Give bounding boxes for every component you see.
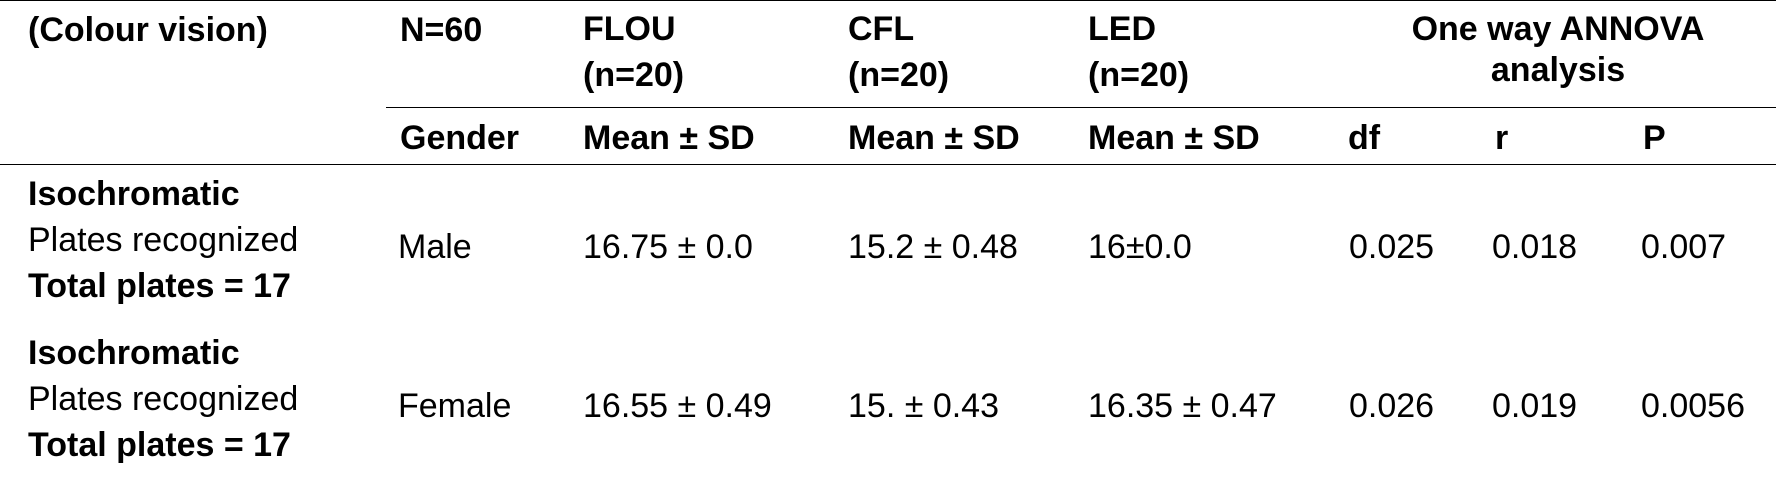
table-cell-df: 0.025 <box>1349 228 1435 266</box>
header-df: df <box>1348 119 1381 157</box>
table-cell-gender: Female <box>398 387 512 425</box>
table-cell-r: 0.018 <box>1492 228 1578 266</box>
header-led-name: LED <box>1088 10 1156 48</box>
row-label-subtitle: Plates recognized <box>28 380 299 418</box>
row-label-total: Total plates = 17 <box>28 426 291 464</box>
row-label-total: Total plates = 17 <box>28 267 291 305</box>
header-flou-mean: Mean ± SD <box>583 119 755 157</box>
table-cell-flou: 16.75 ± 0.0 <box>583 228 753 266</box>
table-cell-p: 0.0056 <box>1641 387 1745 425</box>
row-label-title: Isochromatic <box>28 175 240 213</box>
table-cell-cfl: 15. ± 0.43 <box>848 387 999 425</box>
header-cfl-mean: Mean ± SD <box>848 119 1020 157</box>
header-cfl-n: (n=20) <box>848 56 950 94</box>
header-gender: Gender <box>400 119 520 157</box>
table-cell-df: 0.026 <box>1349 387 1435 425</box>
header-led-n: (n=20) <box>1088 56 1190 94</box>
header-r: r <box>1495 119 1509 157</box>
table-cell-flou: 16.55 ± 0.49 <box>583 387 772 425</box>
header-anova: One way ANNOVA analysis <box>1340 6 1776 88</box>
table-cell-cfl: 15.2 ± 0.48 <box>848 228 1018 266</box>
header-anova-title: One way ANNOVA <box>1411 10 1705 48</box>
header-flou-n: (n=20) <box>583 56 685 94</box>
header-flou-name: FLOU <box>583 10 676 48</box>
header-n: N=60 <box>400 11 483 49</box>
table-row-label: Isochromatic Plates recognized Total pla… <box>28 171 298 309</box>
table-cell-r: 0.019 <box>1492 387 1578 425</box>
header-led: LED (n=20) <box>1088 6 1189 98</box>
header-mid-rule <box>386 107 1776 108</box>
header-p: P <box>1643 119 1666 157</box>
row-label-title: Isochromatic <box>28 334 240 372</box>
header-anova-subtitle: analysis <box>1490 51 1626 89</box>
table-cell-led: 16.35 ± 0.47 <box>1088 387 1277 425</box>
header-flou: FLOU (n=20) <box>583 6 684 98</box>
header-category: (Colour vision) <box>28 11 268 49</box>
header-cfl-name: CFL <box>848 10 915 48</box>
table-cell-gender: Male <box>398 228 472 266</box>
top-rule <box>0 0 1776 1</box>
header-cfl: CFL (n=20) <box>848 6 949 98</box>
table-cell-led: 16±0.0 <box>1088 228 1192 266</box>
header-led-mean: Mean ± SD <box>1088 119 1260 157</box>
table-row-label: Isochromatic Plates recognized Total pla… <box>28 330 298 468</box>
table-cell-p: 0.007 <box>1641 228 1727 266</box>
row-label-subtitle: Plates recognized <box>28 221 299 259</box>
header-bottom-rule <box>0 164 1776 165</box>
